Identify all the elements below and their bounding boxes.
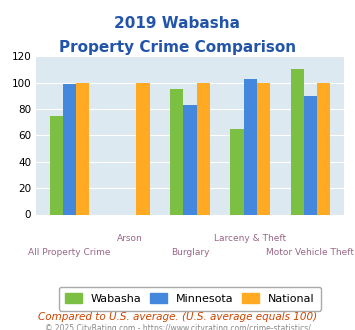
Bar [136,82,149,214]
Text: Larceny & Theft: Larceny & Theft [214,234,286,243]
Text: All Property Crime: All Property Crime [28,248,111,257]
Text: Burglary: Burglary [171,248,209,257]
Bar [76,82,89,214]
Bar [197,82,210,214]
Text: © 2025 CityRating.com - https://www.cityrating.com/crime-statistics/: © 2025 CityRating.com - https://www.city… [45,324,310,330]
Bar [230,129,244,214]
Legend: Wabasha, Minnesota, National: Wabasha, Minnesota, National [59,286,321,311]
Text: Arson: Arson [117,234,143,243]
Bar [50,115,63,214]
Bar [244,79,257,214]
Bar [170,89,183,214]
Text: Compared to U.S. average. (U.S. average equals 100): Compared to U.S. average. (U.S. average … [38,312,317,322]
Bar [290,69,304,214]
Bar [183,105,197,214]
Text: 2019 Wabasha: 2019 Wabasha [115,16,240,31]
Bar [317,82,330,214]
Bar [304,96,317,214]
Bar [257,82,270,214]
Text: Property Crime Comparison: Property Crime Comparison [59,40,296,54]
Text: Motor Vehicle Theft: Motor Vehicle Theft [267,248,354,257]
Bar [63,84,76,214]
